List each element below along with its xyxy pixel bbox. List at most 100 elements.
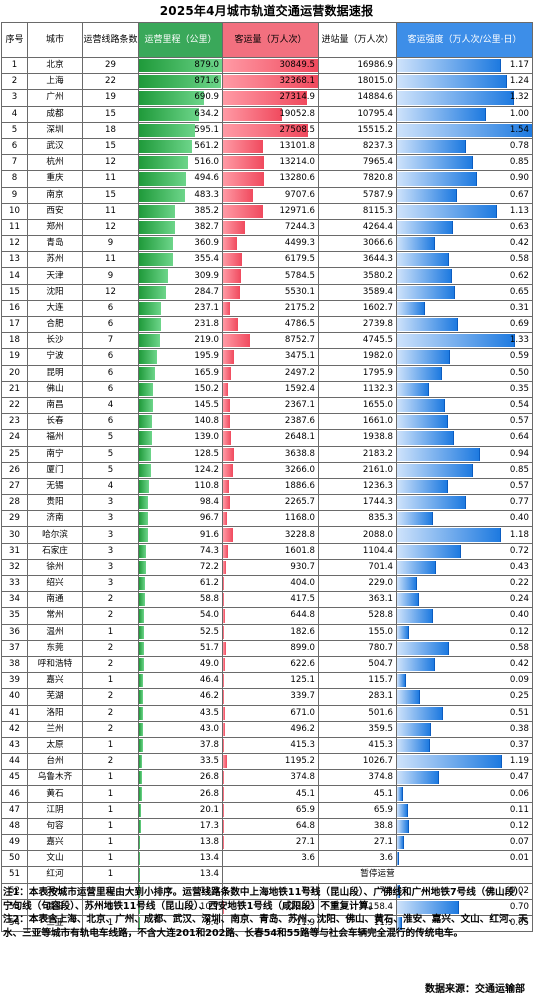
cell-mileage: 516.0 <box>138 154 223 172</box>
cell-intensity-value: 0.57 <box>509 416 529 427</box>
cell-entry: 528.8 <box>318 607 397 625</box>
cell-mileage-bar <box>139 107 199 121</box>
cell-intensity-bar <box>397 204 498 218</box>
cell-mileage-value: 61.2 <box>199 578 219 589</box>
cell-city: 徐州 <box>27 558 83 577</box>
cell-intensity: 0.22 <box>396 574 533 593</box>
cell-intensity: 0.63 <box>396 218 533 237</box>
table-row: 45 乌鲁木齐 1 26.8 374.8 374.8 0.47 <box>1 769 533 787</box>
cell-intensity-value: 0.02 <box>509 885 529 896</box>
cell-mileage-bar <box>139 75 222 89</box>
cell-city: 兰州 <box>27 720 83 738</box>
cell-ridership: 2175.2 <box>222 299 319 318</box>
cell-lines: 12 <box>82 218 139 237</box>
cell-seq: 26 <box>1 461 28 479</box>
cell-intensity-bar <box>397 609 434 623</box>
cell-mileage: 145.5 <box>138 396 223 415</box>
cell-intensity-value: 0.24 <box>509 594 529 605</box>
cell-mileage-bar <box>139 220 176 235</box>
cell-intensity-value: 0.64 <box>509 432 529 443</box>
cell-intensity-value: 0.50 <box>509 367 529 378</box>
cell-city: 贵阳 <box>27 494 83 512</box>
cell-ridership-value: 671.0 <box>290 707 315 718</box>
cell-intensity-bar <box>397 463 473 477</box>
cell-intensity: 1.00 <box>396 105 533 123</box>
cell-mileage: 231.8 <box>138 315 223 334</box>
table-row: 3 广州 19 690.9 27314.9 14884.6 1.32 <box>1 89 533 107</box>
cell-intensity-value: 0.62 <box>509 270 529 281</box>
cell-mileage: 634.2 <box>138 105 223 123</box>
cell-ridership-bar <box>223 512 227 526</box>
footnote-1: 注1：本表按城市运营里程由大到小排序。运营线路条数中上海地铁11号线（昆山段）、… <box>3 887 529 912</box>
cell-seq: 36 <box>1 623 28 641</box>
cell-ridership-bar <box>223 398 231 413</box>
cell-intensity-value: 0.43 <box>509 561 529 572</box>
cell-ridership-bar <box>223 657 225 672</box>
cell-intensity: 0.47 <box>396 769 533 787</box>
cell-lines: 1 <box>82 672 139 690</box>
cell-mileage-value: 8.4 <box>205 918 219 929</box>
cell-entry: 5787.9 <box>318 186 397 204</box>
cell-ridership-value: 27508.5 <box>279 124 315 135</box>
header-entry: 进站量（万人次） <box>318 22 397 58</box>
cell-lines: 1 <box>82 866 139 884</box>
cell-ridership-bar <box>223 479 229 494</box>
cell-city: 杭州 <box>27 154 83 172</box>
cell-entry: 45.1 <box>318 785 397 803</box>
cell-intensity-bar <box>397 318 459 332</box>
cell-seq: 43 <box>1 736 28 755</box>
cell-intensity-bar <box>397 139 467 154</box>
cell-mileage-value: 309.9 <box>194 270 219 281</box>
cell-lines: 2 <box>82 607 139 625</box>
cell-ridership-value: 3475.1 <box>284 351 315 362</box>
cell-seq: 44 <box>1 753 28 771</box>
cell-ridership: 496.2 <box>222 720 319 738</box>
cell-intensity-bar <box>397 544 462 558</box>
cell-intensity-bar <box>397 334 515 348</box>
cell-seq: 28 <box>1 494 28 512</box>
cell-intensity-bar <box>397 771 440 785</box>
table-row: 48 句容 1 17.3 64.8 38.8 0.12 <box>1 817 533 836</box>
table-row: 37 东莞 2 51.7 899.0 780.7 0.58 <box>1 639 533 657</box>
cell-ridership: 65.9 <box>222 801 319 819</box>
table-row: 17 合肥 6 231.8 4786.5 2739.8 0.69 <box>1 315 533 334</box>
cell-lines: 2 <box>82 753 139 771</box>
cell-intensity: 0.35 <box>396 380 533 398</box>
cell-intensity-value: 0.58 <box>509 254 529 265</box>
cell-mileage-bar <box>139 609 145 623</box>
cell-mileage-value: 98.4 <box>199 497 219 508</box>
table-row: 26 厦门 5 124.2 3266.0 2161.0 0.85 <box>1 461 533 479</box>
cell-mileage-value: 51.7 <box>199 642 219 653</box>
cell-mileage-bar <box>139 59 222 73</box>
cell-lines: 3 <box>82 558 139 577</box>
table-row: 10 西安 11 385.2 12971.6 8115.3 1.13 <box>1 202 533 220</box>
cell-intensity-value: 1.17 <box>509 60 529 71</box>
cell-mileage-bar <box>139 156 188 170</box>
cell-city: 温州 <box>27 623 83 641</box>
cell-lines: 11 <box>82 251 139 269</box>
table-row: 14 天津 9 309.9 5784.5 3580.2 0.62 <box>1 267 533 285</box>
table-row: 49 嘉兴 1 13.8 27.1 27.1 0.07 <box>1 833 533 852</box>
cell-ridership-value: 1195.2 <box>284 756 315 767</box>
table-row: 19 宁波 6 195.9 3475.1 1982.0 0.59 <box>1 348 533 366</box>
cell-city: 长沙 <box>27 332 83 350</box>
cell-intensity-value: 0.59 <box>509 351 529 362</box>
cell-seq: 29 <box>1 510 28 528</box>
cell-ridership: 2265.7 <box>222 494 319 512</box>
cell-entry: 1795.9 <box>318 364 397 382</box>
cell-mileage-bar <box>139 398 153 413</box>
cell-city: 济南 <box>27 510 83 528</box>
table-row: 13 苏州 11 355.4 6179.5 3644.3 0.58 <box>1 251 533 269</box>
cell-intensity-bar <box>397 107 486 121</box>
cell-intensity-value: 0.94 <box>509 448 529 459</box>
cell-intensity-value: 0.67 <box>509 189 529 200</box>
cell-mileage: 51.7 <box>138 639 223 657</box>
cell-mileage-value: 49.0 <box>199 659 219 670</box>
cell-mileage-bar <box>139 577 145 591</box>
cell-ridership-value: 2648.1 <box>284 432 315 443</box>
cell-mileage: 385.2 <box>138 202 223 220</box>
cell-intensity-value: 0.85 <box>509 464 529 475</box>
cell-lines: 2 <box>82 591 139 609</box>
cell-intensity-value: 1.18 <box>509 529 529 540</box>
cell-intensity: 0.58 <box>396 251 533 269</box>
